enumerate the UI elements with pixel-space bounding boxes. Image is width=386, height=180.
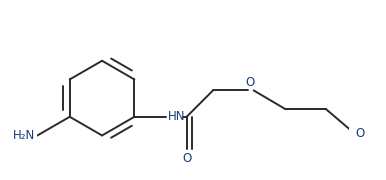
Text: O: O	[246, 76, 255, 89]
Text: HN: HN	[168, 110, 185, 123]
Text: H₂N: H₂N	[12, 129, 35, 142]
Text: O: O	[182, 152, 191, 165]
Text: O: O	[355, 127, 364, 140]
